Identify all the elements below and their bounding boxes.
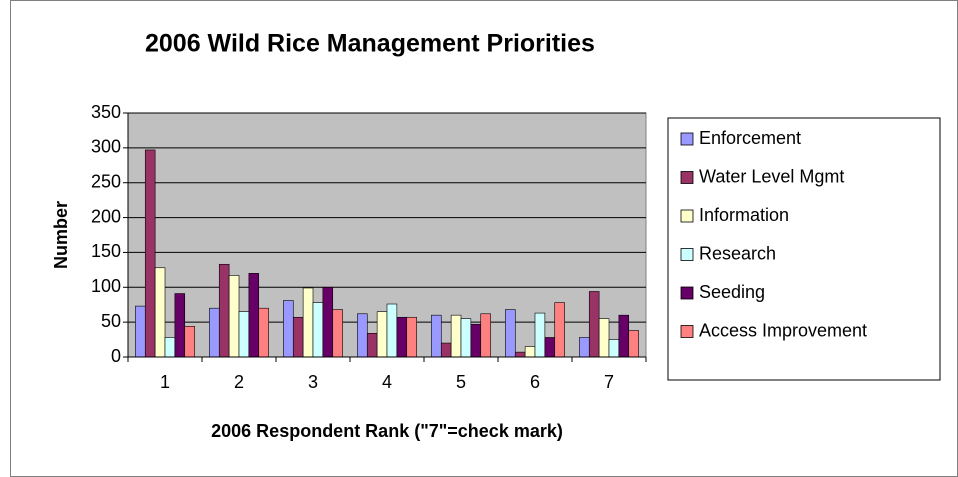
bar bbox=[218, 263, 230, 358]
legend-swatch bbox=[680, 171, 694, 184]
x-tick-label: 1 bbox=[160, 372, 170, 392]
x-tick-label: 3 bbox=[308, 372, 318, 392]
bar bbox=[248, 273, 260, 358]
bar bbox=[174, 293, 186, 358]
bar bbox=[164, 337, 176, 358]
y-tick-label: 100 bbox=[91, 276, 121, 296]
bar bbox=[431, 314, 442, 358]
y-tick-label: 200 bbox=[91, 206, 121, 226]
y-tick-label: 300 bbox=[91, 137, 121, 157]
x-axis-label: 2006 Respondent Rank ("7"=check mark) bbox=[211, 421, 563, 441]
y-tick-label: 350 bbox=[91, 102, 121, 122]
bar bbox=[524, 346, 536, 358]
legend-swatch bbox=[680, 209, 694, 223]
x-tick-label: 6 bbox=[530, 372, 540, 392]
legend-swatch bbox=[680, 325, 694, 338]
y-tick-label: 0 bbox=[111, 346, 121, 366]
bar bbox=[608, 339, 620, 358]
bar bbox=[470, 323, 482, 358]
bar bbox=[209, 307, 220, 358]
bar bbox=[618, 314, 630, 358]
bar bbox=[302, 287, 314, 358]
x-tick-label: 2 bbox=[234, 372, 244, 392]
legend-swatch bbox=[680, 248, 694, 261]
legend-swatch bbox=[680, 132, 694, 146]
bar bbox=[238, 311, 250, 358]
bar bbox=[135, 305, 146, 358]
bar bbox=[598, 318, 610, 358]
chart-title: 2006 Wild Rice Management Priorities bbox=[145, 30, 595, 58]
bar bbox=[258, 307, 269, 358]
legend-label: Access Improvement bbox=[699, 320, 867, 340]
legend-label: Water Level Mgmt bbox=[699, 166, 844, 186]
bar bbox=[534, 312, 546, 358]
bar bbox=[144, 149, 156, 358]
legend-box bbox=[667, 117, 941, 381]
bar bbox=[440, 342, 452, 358]
bar bbox=[505, 309, 516, 358]
legend-swatch bbox=[680, 286, 694, 300]
y-tick-label: 150 bbox=[91, 241, 121, 261]
bar bbox=[554, 302, 565, 358]
bar bbox=[480, 313, 491, 358]
bar bbox=[396, 316, 408, 358]
bar bbox=[514, 351, 526, 358]
bar bbox=[406, 316, 417, 358]
legend-label: Information bbox=[699, 205, 789, 225]
bar bbox=[544, 337, 556, 358]
bar bbox=[376, 311, 388, 358]
legend-label: Seeding bbox=[699, 282, 765, 302]
bar bbox=[386, 303, 398, 358]
bar bbox=[154, 267, 166, 358]
bar bbox=[292, 316, 304, 358]
bar bbox=[228, 275, 240, 358]
bar bbox=[450, 314, 462, 358]
bar bbox=[184, 326, 195, 358]
bar bbox=[366, 332, 378, 358]
legend-label: Research bbox=[699, 243, 776, 263]
bar bbox=[357, 313, 368, 358]
bar bbox=[332, 309, 343, 358]
bar bbox=[628, 330, 639, 358]
bar bbox=[460, 318, 472, 358]
bar bbox=[588, 291, 600, 358]
x-tick-label: 4 bbox=[382, 372, 392, 392]
bar bbox=[322, 286, 334, 358]
bar bbox=[283, 300, 294, 358]
legend-label: Enforcement bbox=[699, 128, 801, 148]
bar bbox=[579, 337, 590, 358]
y-tick-label: 50 bbox=[101, 311, 121, 331]
bar bbox=[312, 302, 324, 358]
x-tick-label: 7 bbox=[604, 372, 614, 392]
y-tick-label: 250 bbox=[91, 171, 121, 191]
y-axis-label: Number bbox=[51, 201, 71, 269]
x-tick-label: 5 bbox=[456, 372, 466, 392]
